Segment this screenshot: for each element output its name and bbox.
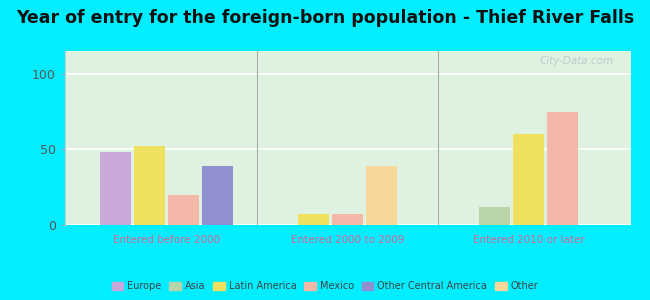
Bar (100, 152, 131, 225)
Bar (366, 166, 397, 225)
Bar (135, 146, 165, 225)
Bar (202, 166, 233, 225)
Text: City-Data.com: City-Data.com (540, 56, 614, 66)
Bar (298, 214, 330, 225)
Bar (168, 195, 200, 225)
Bar (332, 214, 363, 225)
Text: Year of entry for the foreign-born population - Thief River Falls: Year of entry for the foreign-born popul… (16, 9, 634, 27)
Bar (513, 134, 544, 225)
Bar (547, 112, 578, 225)
Bar (479, 207, 510, 225)
Legend: Europe, Asia, Latin America, Mexico, Other Central America, Other: Europe, Asia, Latin America, Mexico, Oth… (108, 278, 542, 295)
